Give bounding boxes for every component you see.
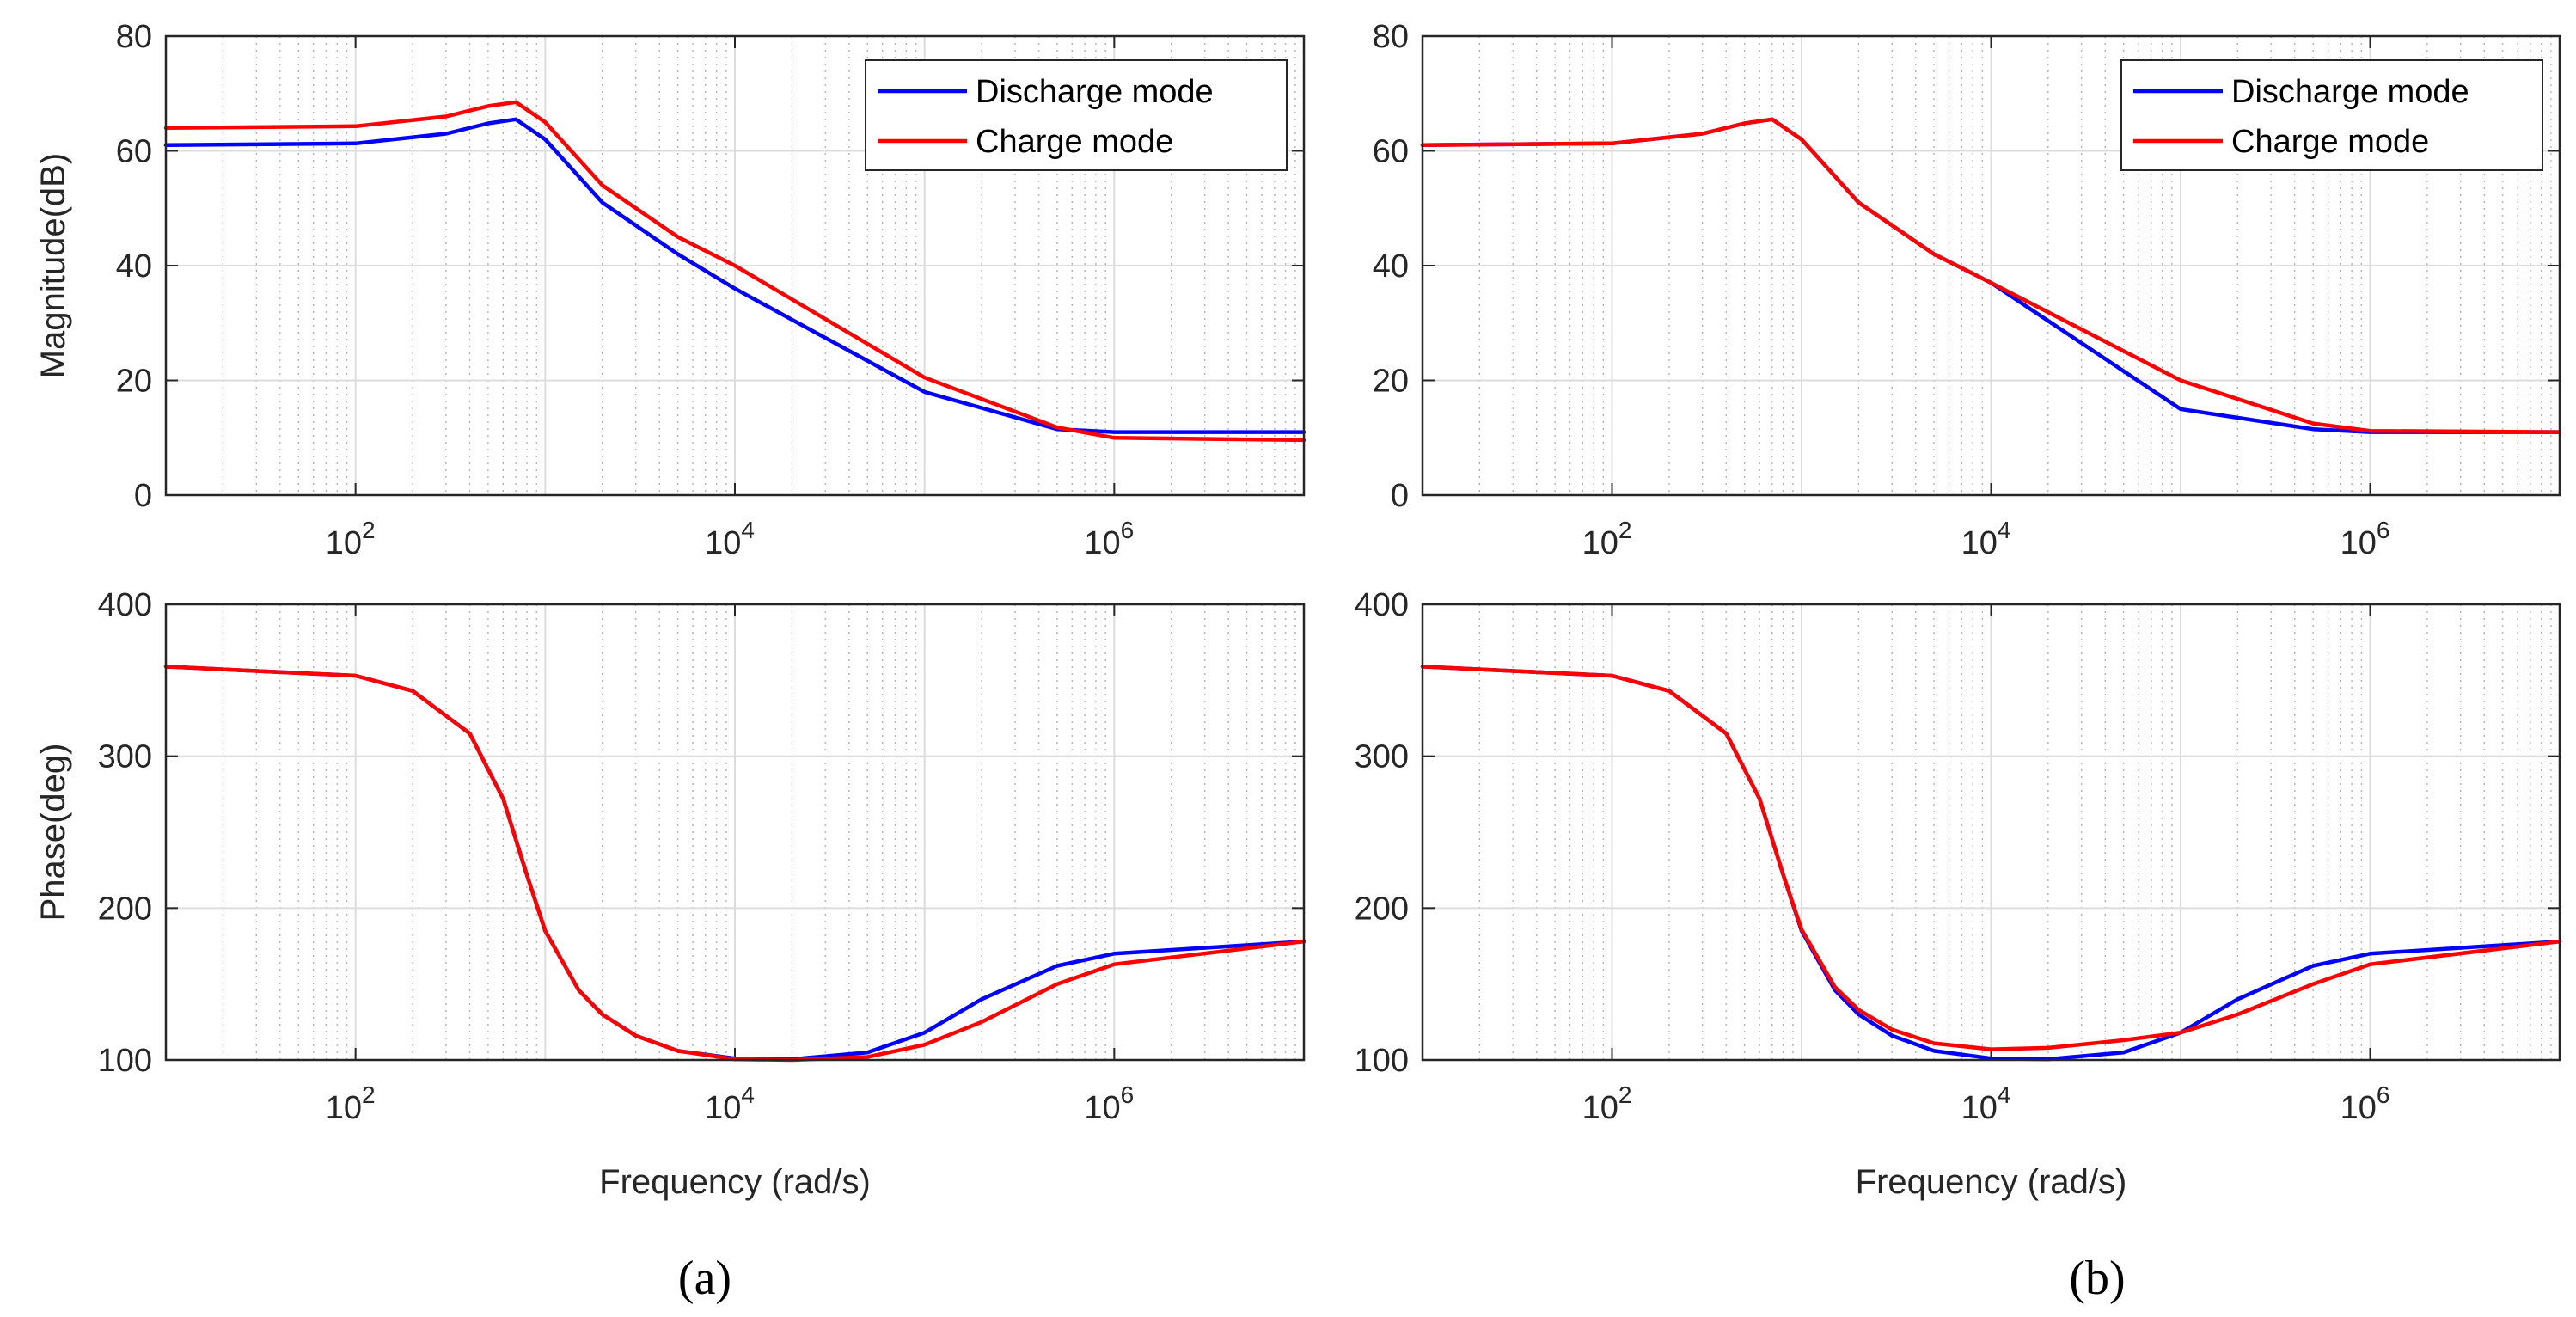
x-tick-label-a-magnitude: 106: [1084, 517, 1134, 561]
axes-frame-b-phase: [1421, 603, 2561, 1062]
plot-a-phase: 100 200 300 400 102 104 106 Phase(deg) Frequency…: [34, 587, 1306, 1201]
y-tick-label-b-magnitude: 0: [1391, 478, 1409, 514]
y-axis-title-a-phase: Phase(deg): [34, 744, 72, 922]
y-tick-label-a-phase: 200: [98, 891, 152, 927]
x-axis-title-a-phase: Frequency (rad/s): [599, 1163, 871, 1201]
panel-label-a: (a): [678, 1252, 731, 1305]
y-tick-label-b-magnitude: 60: [1373, 134, 1409, 170]
x-tick-label-b-phase: 104: [1961, 1081, 2011, 1126]
legend-entry-a-magnitude: Charge mode: [976, 124, 1173, 160]
y-tick-label-a-phase: 100: [98, 1043, 152, 1079]
y-tick-label-a-magnitude: 60: [116, 134, 152, 170]
axes-frame-a-magnitude: [164, 34, 1306, 497]
x-tick-label-a-phase: 104: [705, 1081, 755, 1126]
x-tick-label-b-magnitude: 106: [2340, 517, 2390, 561]
plot-a-magnitude: 0 20 40 60 80 102 104 106 Magnitude(dB) Discharge…: [34, 19, 1306, 561]
x-tick-label-b-phase: 106: [2340, 1081, 2390, 1126]
x-tick-label-a-phase: 106: [1084, 1081, 1134, 1126]
axes-frame-a-phase: [164, 603, 1306, 1062]
plots-layer: 0 20 40 60 80 102 104 106 Magnitude(dB) Discharge…: [34, 19, 2562, 1201]
y-tick-label-b-phase: 300: [1355, 739, 1409, 775]
y-tick-label-a-magnitude: 40: [116, 248, 152, 285]
y-tick-label-a-magnitude: 20: [116, 364, 152, 400]
y-tick-label-a-magnitude: 0: [134, 478, 152, 514]
series-charge-b-phase: [1420, 665, 2562, 1051]
legend-entry-a-magnitude: Discharge mode: [976, 74, 1214, 110]
legend-entry-b-magnitude: Charge mode: [2231, 124, 2429, 160]
legend-box-a-magnitude: [865, 59, 1288, 171]
y-tick-label-b-phase: 200: [1355, 891, 1409, 927]
y-tick-label-b-magnitude: 20: [1373, 364, 1409, 400]
y-tick-label-a-magnitude: 80: [116, 19, 152, 55]
x-tick-label-a-magnitude: 102: [326, 517, 376, 561]
y-tick-label-a-phase: 300: [98, 739, 152, 775]
legend-box-b-magnitude: [2120, 59, 2543, 171]
legend-entry-b-magnitude: Discharge mode: [2231, 74, 2469, 110]
legend-b-magnitude: Discharge mode Charge mode: [2120, 59, 2543, 171]
x-tick-label-a-phase: 102: [326, 1081, 376, 1126]
series-charge-a-magnitude: [163, 100, 1306, 443]
legend-a-magnitude: Discharge mode Charge mode: [865, 59, 1288, 171]
axes-frame-b-magnitude: [1421, 34, 2561, 497]
x-tick-label-b-magnitude: 104: [1961, 517, 2011, 561]
x-axis-title-b-phase: Frequency (rad/s): [1856, 1163, 2127, 1201]
series-charge-a-phase: [163, 665, 1306, 1063]
y-axis-title-a-magnitude: Magnitude(dB): [34, 153, 72, 378]
plot-b-phase: 100 200 300 400 102 104 106 Frequency (rad/s): [1355, 587, 2562, 1201]
panel-label-b: (b): [2069, 1252, 2125, 1305]
y-tick-label-b-magnitude: 40: [1373, 248, 1409, 285]
x-tick-label-b-magnitude: 102: [1582, 517, 1632, 561]
plot-b-magnitude: 0 20 40 60 80 102 104 106 Discharge mode Charge m…: [1373, 19, 2562, 561]
y-tick-label-a-phase: 400: [98, 587, 152, 623]
y-tick-label-b-phase: 100: [1355, 1043, 1409, 1079]
x-tick-label-b-phase: 102: [1582, 1081, 1632, 1126]
y-tick-label-b-phase: 400: [1355, 587, 1409, 623]
series-charge-b-magnitude: [1420, 117, 2562, 434]
x-tick-label-a-magnitude: 104: [705, 517, 755, 561]
y-tick-label-b-magnitude: 80: [1373, 19, 1409, 55]
